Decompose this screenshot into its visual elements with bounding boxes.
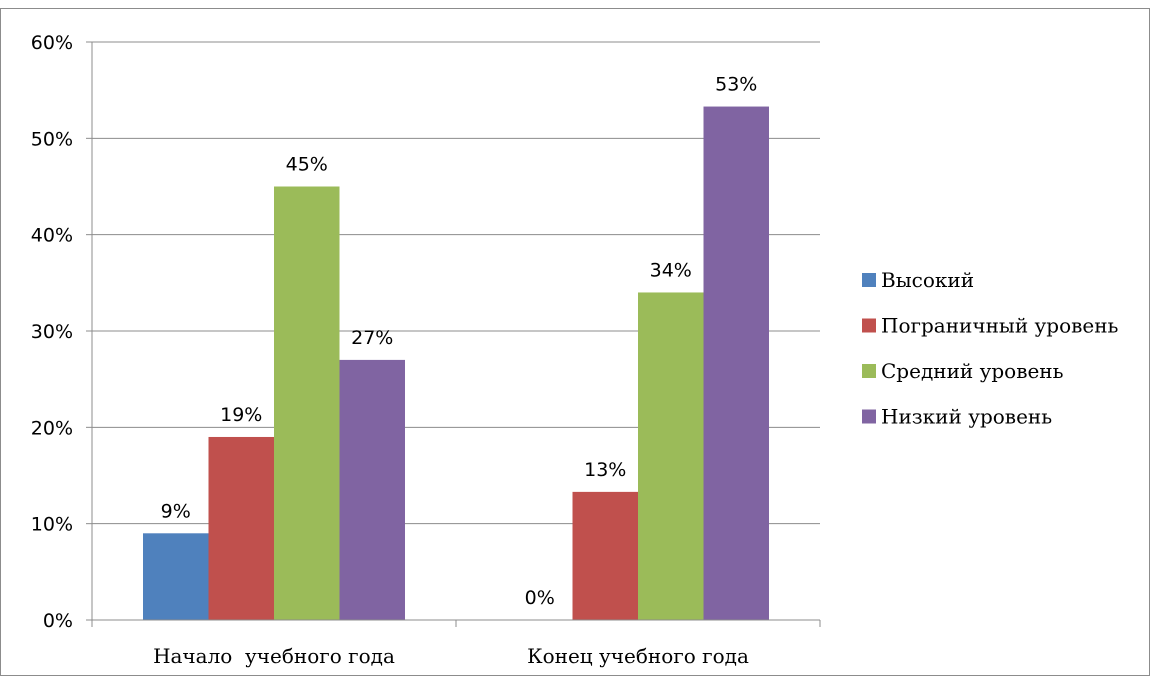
legend-swatch [862,318,876,333]
y-tick-label: 20% [31,417,73,439]
axes [86,41,821,627]
data-label: 9% [161,500,191,522]
legend-label: Высокий [881,268,974,292]
legend-label: Пограничный уровень [881,314,1119,338]
legend-swatch [862,364,876,378]
data-label: 0% [525,587,555,609]
category-labels: Начало учебного года Конец учебного года [153,644,749,668]
legend-label: Средний уровень [881,359,1064,383]
y-tick-label: 40% [31,225,73,247]
bars [143,106,769,620]
data-label: 19% [220,404,262,426]
bar [208,436,274,620]
y-tick-label: 0% [43,610,73,632]
legend-label: Низкий уровень [881,405,1052,429]
legend-swatch [862,409,876,424]
data-label: 34% [650,259,692,281]
data-label: 13% [584,459,626,481]
bar [143,533,209,620]
bar [703,106,769,620]
bar [274,186,340,620]
bar [572,491,638,620]
data-label: 45% [286,154,328,176]
y-tick-label: 60% [31,32,73,54]
legend-swatch [862,273,876,287]
bar [638,292,704,620]
y-tick-label: 10% [31,514,73,536]
y-tick-label: 30% [31,321,73,343]
data-label: 27% [351,327,393,349]
y-tick-label: 50% [31,128,73,150]
category-label: Начало учебного года [153,644,395,668]
data-labels: 9% 19% 45% 27% 0% 13% 34% 53% [161,74,758,609]
category-label: Конец учебного года [527,644,749,668]
bar [339,359,405,620]
y-axis-tick-labels: 0% 10% 20% 30% 40% 50% 60% [31,32,73,632]
data-label: 53% [715,74,757,96]
legend: Высокий Пограничный уровень Средний уровен… [862,268,1119,429]
